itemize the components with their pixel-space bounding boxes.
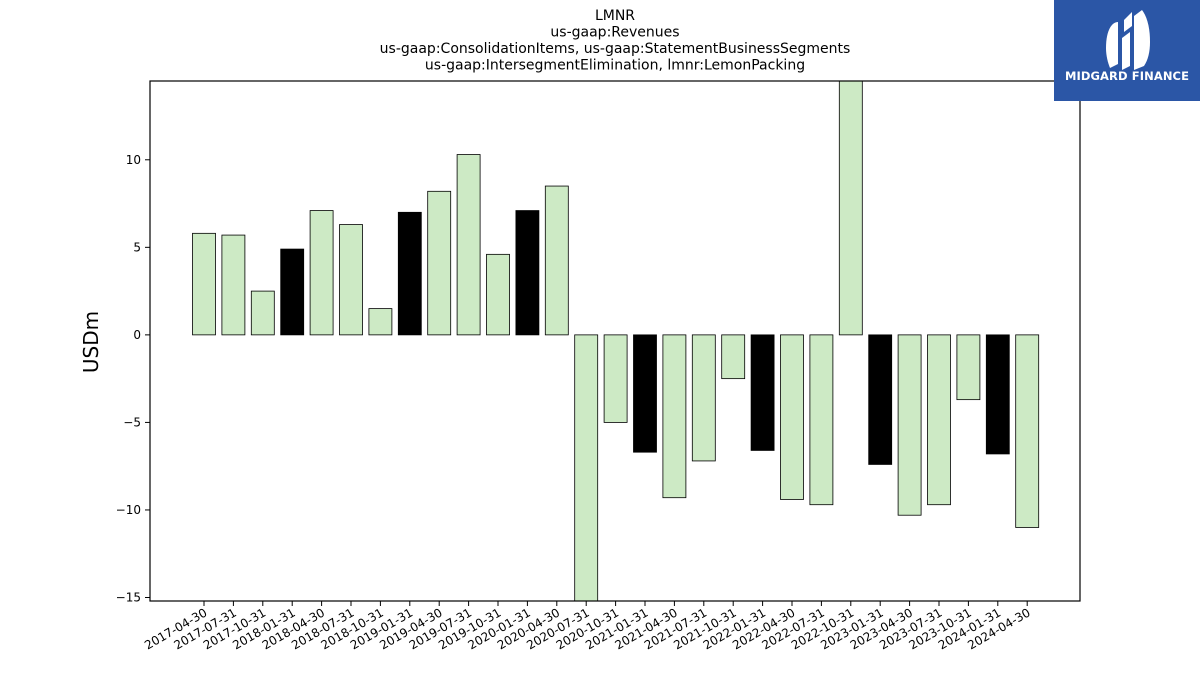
bar [809,334,834,506]
chart-title-line: LMNR [595,8,635,24]
bar [456,154,481,336]
bar [280,248,305,336]
logo-text: MIDGARD FINANCE [1064,69,1190,83]
bar [250,290,275,336]
bar [339,224,363,336]
y-tick-label: 0 [133,328,141,342]
bar [897,334,922,516]
chart-title-line: us-gaap:ConsolidationItems, us-gaap:Stat… [380,41,851,57]
bar [691,334,716,462]
y-axis: −15 −10 −5 0 5 10 [116,153,150,604]
y-tick-label: −10 [116,503,141,517]
bar [309,210,334,336]
bar [662,334,687,499]
chart-title-line: us-gaap:IntersegmentElimination, lmnr:Le… [425,58,805,74]
y-tick-label: −15 [116,590,141,604]
y-tick-label: −5 [123,415,141,429]
bars-group [192,80,1040,602]
chart-title: LMNRus-gaap:Revenuesus-gaap:Consolidatio… [380,8,851,74]
bar [838,80,863,336]
bar [574,334,599,602]
bar [221,234,246,336]
y-axis-label: USDm [79,311,103,373]
bar [368,308,393,336]
bar [397,211,422,336]
bar [515,210,540,336]
bar [750,334,775,451]
bar [927,334,951,506]
plot-frame [149,80,1081,602]
bar [544,185,569,336]
bar [486,253,510,336]
logo-mark-icon [1106,10,1150,70]
bar [868,334,893,465]
brand-logo: MIDGARD FINANCE [1054,0,1200,101]
bar [1015,334,1040,528]
bar [427,190,452,336]
x-axis: 2017-04-302017-07-312017-10-312018-01-31… [142,601,1033,652]
bar [721,334,746,380]
bar [633,334,657,453]
bar [956,334,981,401]
y-tick-label: 10 [126,153,141,167]
y-tick-label: 5 [133,240,141,254]
chart-title-line: us-gaap:Revenues [550,25,679,41]
bar [603,334,628,423]
bar [780,334,804,500]
bar [985,334,1010,455]
bar [192,232,216,336]
